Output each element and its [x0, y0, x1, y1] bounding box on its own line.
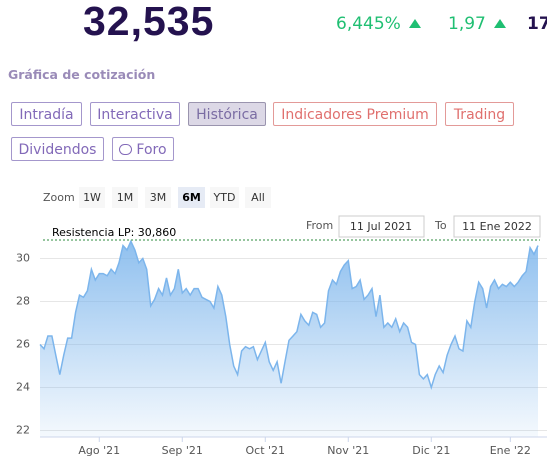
- from-input[interactable]: [338, 215, 425, 238]
- tab-label: Foro: [136, 142, 167, 158]
- y-tick-label: 22: [16, 424, 30, 437]
- zoom-button-label: 3M: [150, 191, 167, 204]
- tab[interactable]: Interactiva: [90, 102, 180, 126]
- zoom-button[interactable]: YTD: [210, 187, 239, 208]
- x-tick-label: Sep '21: [162, 444, 203, 457]
- tab-label: Interactiva: [97, 107, 173, 123]
- area: [40, 241, 538, 437]
- zoom-button-label: 1W: [83, 191, 101, 204]
- tab-label: Indicadores Premium: [281, 107, 429, 123]
- y-tick-label: 30: [16, 252, 30, 265]
- section-title: Gráfica de cotización: [8, 67, 156, 82]
- zoom-button-label: 6M: [182, 191, 201, 204]
- to-label: To: [434, 219, 447, 232]
- chat-icon: [119, 144, 133, 155]
- y-tick-label: 24: [16, 381, 30, 394]
- price: 32,535: [83, 0, 215, 44]
- zoom-label: Zoom: [43, 191, 75, 204]
- tab[interactable]: Histórica: [188, 102, 266, 126]
- tab[interactable]: Trading: [445, 102, 514, 126]
- zoom-button[interactable]: All: [245, 187, 271, 208]
- tab-label: Trading: [453, 107, 506, 123]
- zoom-button[interactable]: 3M: [145, 187, 171, 208]
- tab[interactable]: Intradía: [11, 102, 82, 126]
- x-tick-label: Oct '21: [246, 444, 286, 457]
- up-arrow: [408, 19, 421, 28]
- tab[interactable]: Foro: [112, 137, 174, 161]
- x-tick-label: Nov '21: [327, 444, 369, 457]
- change-pct: 6,445%: [336, 14, 421, 34]
- from-label: From: [306, 219, 333, 232]
- tab[interactable]: Indicadores Premium: [273, 102, 437, 126]
- zoom-button[interactable]: 1M: [112, 187, 138, 208]
- extra-value: 17: [527, 14, 547, 34]
- to-input[interactable]: [453, 215, 541, 238]
- tab-label: Dividendos: [18, 142, 97, 158]
- change-abs-text: 1,97: [448, 14, 486, 34]
- up-arrow: [493, 19, 506, 28]
- x-tick-label: Ene '22: [490, 444, 531, 457]
- zoom-button[interactable]: 1W: [79, 187, 105, 208]
- x-tick-label: Ago '21: [78, 444, 120, 457]
- zoom-button-bg: [112, 187, 138, 208]
- zoom-button-bg: [245, 187, 271, 208]
- zoom-button-bg: [210, 187, 239, 208]
- y-tick-label: 28: [16, 295, 30, 308]
- tab-label: Intradía: [19, 107, 74, 123]
- to-value: 11 Ene 2022: [462, 220, 532, 233]
- zoom-button-label: YTD: [213, 191, 236, 204]
- y-tick-label: 26: [16, 338, 30, 351]
- zoom-button-label: 1M: [117, 191, 134, 204]
- change-pct-text: 6,445%: [336, 14, 401, 34]
- zoom-button-bg: [79, 187, 105, 208]
- zoom-button-bg: [178, 187, 205, 208]
- line: [39, 239, 539, 391]
- resistance-label: Resistencia LP: 30,860: [52, 226, 176, 239]
- x-tick-label: Dic '21: [412, 444, 450, 457]
- zoom-button[interactable]: 6M: [178, 187, 205, 208]
- tab-label: Histórica: [196, 107, 258, 123]
- from-value: 11 Jul 2021: [350, 220, 412, 233]
- zoom-button-bg: [145, 187, 171, 208]
- change-abs: 1,97: [448, 14, 506, 34]
- zoom-button-label: All: [251, 191, 265, 204]
- tab[interactable]: Dividendos: [11, 137, 104, 161]
